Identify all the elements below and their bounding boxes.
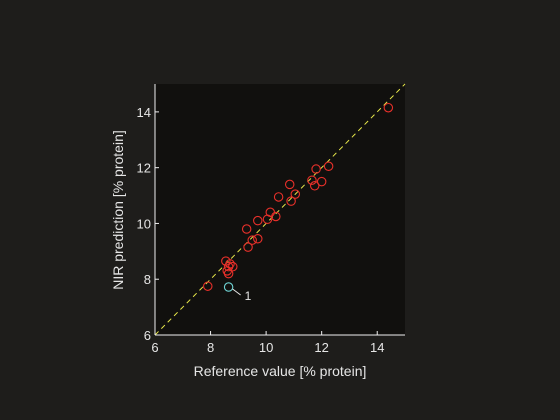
points-layer xyxy=(203,102,394,292)
data-point xyxy=(241,224,252,234)
y-tick-label: 14 xyxy=(137,105,151,120)
annotation-leader xyxy=(232,288,241,296)
data-point xyxy=(286,196,296,206)
data-point xyxy=(253,234,263,244)
y-tick-label: 8 xyxy=(144,272,151,287)
x-tick-label: 10 xyxy=(259,340,273,355)
data-point xyxy=(243,242,253,252)
data-point xyxy=(271,211,281,222)
data-point xyxy=(203,281,213,291)
data-point xyxy=(284,179,295,190)
y-axis-label: NIR prediction [% protein] xyxy=(110,130,126,290)
data-point xyxy=(253,215,263,226)
annotation-layer: 1 xyxy=(232,288,252,303)
annotation-label: 1 xyxy=(245,289,252,303)
data-point xyxy=(307,175,317,185)
data-point xyxy=(311,164,321,174)
data-point xyxy=(323,161,334,172)
data-point xyxy=(309,181,320,191)
x-axis-label: Reference value [% protein] xyxy=(194,363,367,379)
data-point xyxy=(273,192,284,202)
x-tick-label: 14 xyxy=(370,340,384,355)
data-point xyxy=(247,235,257,245)
plot-area xyxy=(155,84,405,335)
x-tick-label: 8 xyxy=(207,340,214,355)
data-point xyxy=(316,176,327,187)
data-point xyxy=(290,189,301,199)
data-point xyxy=(223,268,234,279)
data-point xyxy=(228,261,238,272)
data-point xyxy=(383,102,394,113)
y-tick-label: 10 xyxy=(137,216,151,231)
outlier-point xyxy=(223,282,234,292)
ticks-layer: 6 8 10 12 14 6 8 10 12 14 xyxy=(137,105,385,355)
y-tick-label: 6 xyxy=(144,328,151,343)
y-tick-label: 12 xyxy=(137,161,151,176)
data-point xyxy=(225,259,235,269)
x-tick-label: 12 xyxy=(314,340,328,355)
x-tick-label: 6 xyxy=(151,340,158,355)
